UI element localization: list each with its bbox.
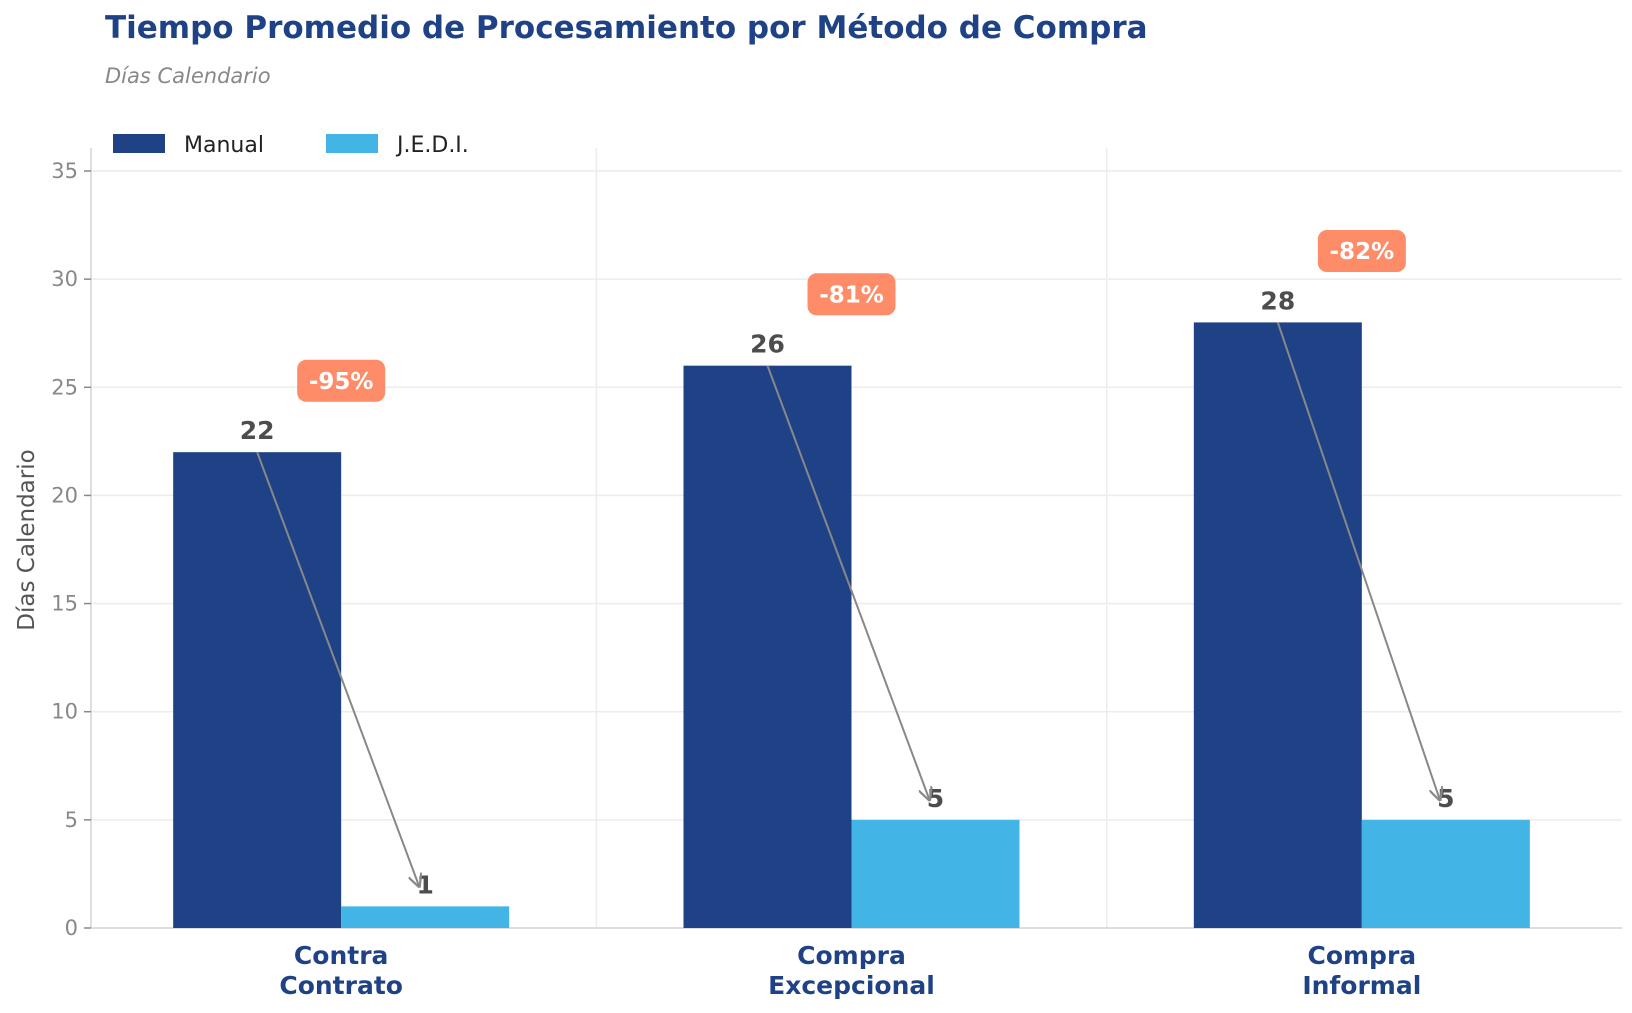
reduction-badge bbox=[1317, 230, 1406, 273]
y-tick-label: 0 bbox=[65, 916, 78, 940]
legend-label: Manual bbox=[184, 133, 264, 158]
y-tick-label: 5 bbox=[65, 808, 78, 832]
x-tick-label-line2: Informal bbox=[1302, 971, 1421, 1000]
reduction-badge-label: -81% bbox=[819, 282, 884, 308]
bar-value-label-manual: 22 bbox=[240, 416, 275, 445]
x-tick-label-line2: Contrato bbox=[279, 971, 403, 1000]
x-tick-label-line1: Contra bbox=[294, 941, 388, 970]
y-tick-label: 25 bbox=[51, 375, 78, 399]
x-tick-label-line1: Compra bbox=[1307, 941, 1416, 970]
bar-value-label-manual: 28 bbox=[1260, 286, 1295, 315]
reduction-arrow bbox=[766, 365, 930, 800]
reduction-badge-label: -95% bbox=[309, 369, 374, 395]
bar-manual bbox=[173, 452, 342, 928]
reduction-badge-label: -82% bbox=[1330, 239, 1395, 265]
reduction-arrow bbox=[1276, 322, 1440, 799]
chart-subtitle: Días Calendario bbox=[105, 64, 271, 88]
y-tick-label: 15 bbox=[51, 592, 78, 616]
y-axis-label: Días Calendario bbox=[14, 449, 40, 630]
legend-swatch bbox=[113, 134, 165, 153]
bar-jedi bbox=[1361, 819, 1530, 928]
bar-jedi bbox=[851, 819, 1020, 928]
x-tick-label-line2: Excepcional bbox=[768, 971, 935, 1000]
y-tick-label: 20 bbox=[51, 483, 78, 507]
bar-manual bbox=[683, 365, 852, 929]
y-tick-label: 10 bbox=[51, 700, 78, 724]
reduction-badge bbox=[807, 273, 896, 316]
reduction-badge bbox=[297, 359, 386, 402]
legend-label: J.E.D.I. bbox=[395, 133, 469, 158]
x-tick-label-line1: Compra bbox=[797, 941, 906, 970]
legend-swatch bbox=[326, 134, 378, 153]
chart-title: Tiempo Promedio de Procesamiento por Mét… bbox=[105, 10, 1148, 46]
reduction-arrow bbox=[256, 451, 419, 886]
bar-manual bbox=[1193, 322, 1362, 928]
y-tick-label: 35 bbox=[51, 159, 78, 183]
bar-value-label-manual: 26 bbox=[750, 330, 785, 359]
y-tick-label: 30 bbox=[51, 267, 78, 291]
bar-jedi bbox=[341, 906, 510, 928]
